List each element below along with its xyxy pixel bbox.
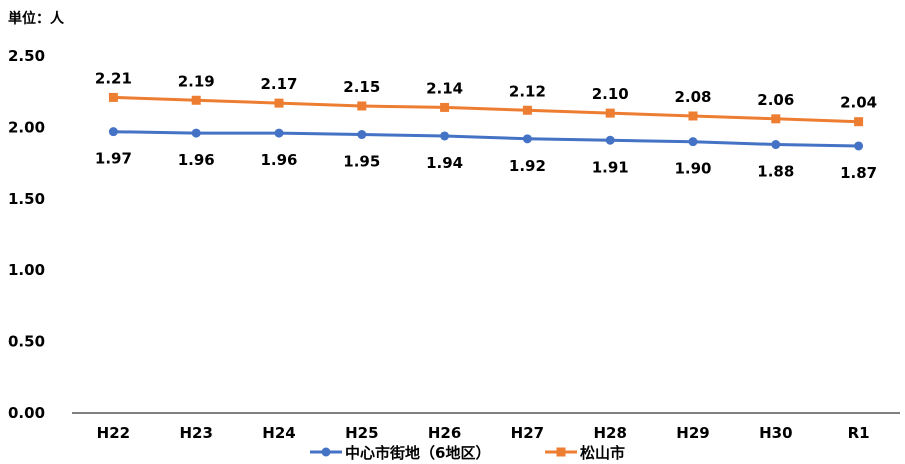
x-tick-label: H25 bbox=[345, 424, 378, 442]
x-tick-label: H22 bbox=[97, 424, 130, 442]
data-label: 2.06 bbox=[757, 91, 794, 109]
data-point bbox=[605, 108, 615, 118]
data-label: 1.88 bbox=[757, 163, 794, 181]
data-label: 1.90 bbox=[674, 160, 711, 178]
data-label: 2.14 bbox=[426, 79, 463, 97]
data-label: 2.08 bbox=[674, 88, 711, 106]
y-tick-label: 2.00 bbox=[8, 118, 45, 136]
data-point bbox=[274, 98, 284, 108]
data-label: 2.21 bbox=[95, 69, 132, 87]
data-label: 2.19 bbox=[178, 72, 215, 90]
data-label: 2.12 bbox=[509, 82, 546, 100]
legend-marker bbox=[556, 447, 566, 457]
data-point bbox=[108, 127, 118, 137]
data-point bbox=[688, 111, 698, 121]
data-point bbox=[688, 137, 698, 147]
data-label: 2.04 bbox=[840, 94, 877, 112]
series-line-2 bbox=[113, 95, 859, 124]
data-point bbox=[191, 95, 201, 105]
y-tick-label: 0.50 bbox=[8, 333, 45, 351]
data-point bbox=[771, 140, 781, 150]
data-point bbox=[522, 134, 532, 144]
x-tick-label: H26 bbox=[428, 424, 461, 442]
y-tick-label: 2.50 bbox=[8, 47, 45, 65]
data-point bbox=[108, 92, 118, 102]
data-label: 1.94 bbox=[426, 154, 463, 172]
y-tick-label: 1.50 bbox=[8, 190, 45, 208]
y-tick-label: 0.00 bbox=[8, 404, 45, 422]
x-tick-label: R1 bbox=[848, 424, 870, 442]
data-point bbox=[440, 131, 450, 141]
legend-label: 松山市 bbox=[580, 444, 625, 462]
y-tick-label: 1.00 bbox=[8, 261, 45, 279]
data-point bbox=[357, 101, 367, 111]
x-tick-label: H30 bbox=[759, 424, 792, 442]
data-label: 2.10 bbox=[592, 85, 629, 103]
data-label: 2.15 bbox=[343, 78, 380, 96]
x-tick-label: H24 bbox=[262, 424, 295, 442]
x-tick-label: H28 bbox=[593, 424, 626, 442]
data-point bbox=[440, 102, 450, 112]
data-label: 1.96 bbox=[260, 151, 297, 169]
x-tick-label: H23 bbox=[179, 424, 212, 442]
data-point bbox=[274, 128, 284, 138]
data-point bbox=[191, 128, 201, 138]
data-label: 1.96 bbox=[178, 151, 215, 169]
data-label: 1.87 bbox=[840, 164, 877, 182]
data-point bbox=[522, 105, 532, 115]
x-tick-label: H29 bbox=[676, 424, 709, 442]
data-point bbox=[854, 141, 864, 151]
unit-label: 単位：人 bbox=[8, 11, 64, 27]
data-label: 1.97 bbox=[95, 150, 132, 168]
data-point bbox=[854, 117, 864, 127]
data-point bbox=[357, 130, 367, 140]
series-line-1 bbox=[113, 130, 859, 148]
data-point bbox=[605, 135, 615, 145]
data-label: 1.95 bbox=[343, 153, 380, 171]
x-tick-label: H27 bbox=[511, 424, 544, 442]
data-point bbox=[771, 114, 781, 124]
data-label: 2.17 bbox=[260, 75, 297, 93]
legend-label: 中心市街地（6地区） bbox=[345, 444, 490, 462]
data-label: 1.91 bbox=[592, 158, 629, 176]
data-label: 1.92 bbox=[509, 157, 546, 175]
legend-marker bbox=[321, 447, 331, 457]
